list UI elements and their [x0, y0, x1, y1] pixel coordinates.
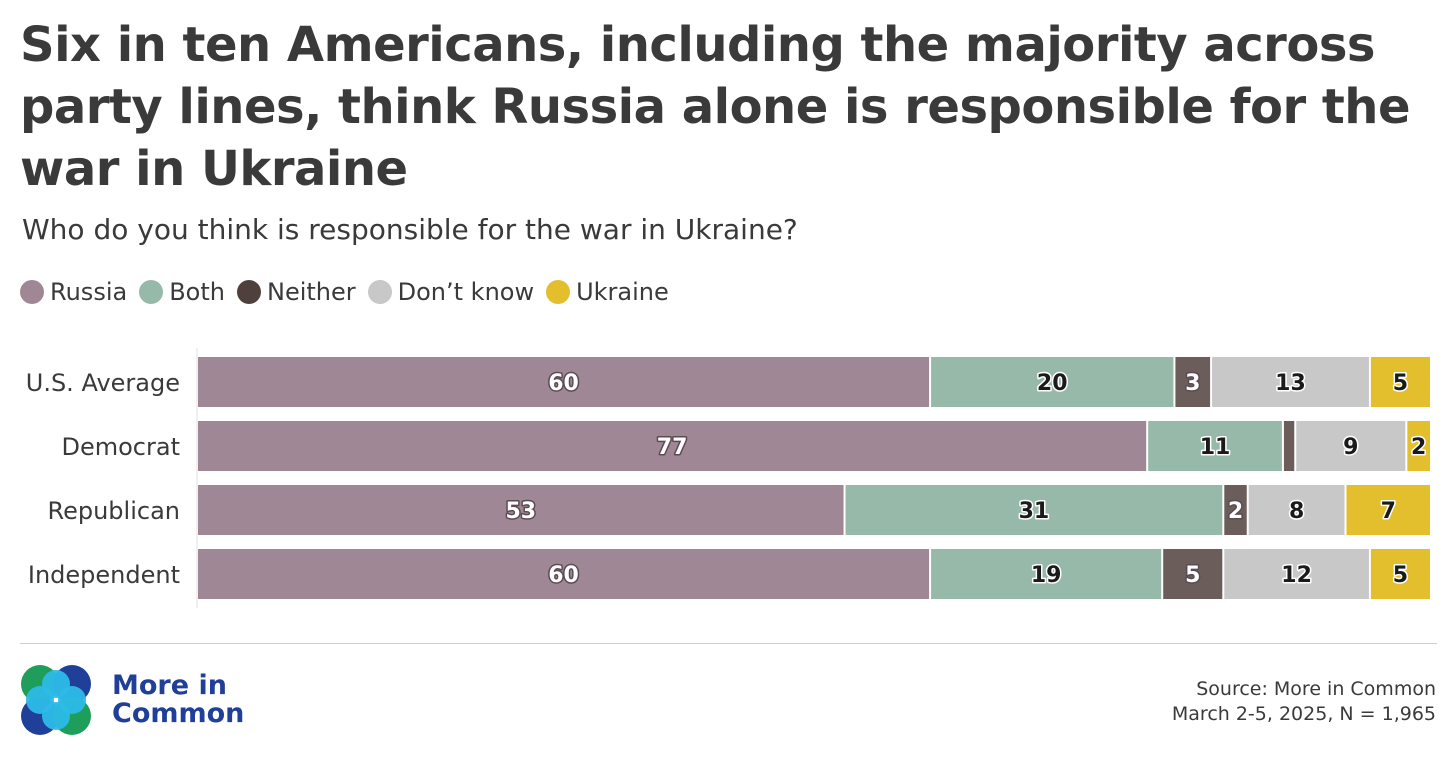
data-label-don-t-know-independent: 12 [1281, 563, 1312, 588]
data-label-russia-republican: 53 [505, 499, 536, 524]
data-label-neither-independent: 5 [1185, 563, 1200, 588]
data-label-don-t-know-republican: 8 [1289, 499, 1304, 524]
legend-swatch-both [139, 280, 164, 304]
bar-neither-u-s-average [1175, 357, 1211, 407]
bar-don-t-know-republican [1248, 485, 1345, 535]
bar-neither-independent [1163, 549, 1223, 599]
data-label-ukraine-republican: 7 [1381, 499, 1396, 524]
category-label-republican: Republican [48, 497, 181, 525]
bar-ukraine-republican [1346, 485, 1430, 535]
bar-both-independent [931, 549, 1162, 599]
category-label-democrat: Democrat [62, 433, 181, 461]
legend-item-both: Both [139, 278, 225, 306]
bar-ukraine-independent [1370, 549, 1430, 599]
legend-label-both: Both [169, 278, 225, 306]
data-label-russia-u-s-average: 60 [548, 371, 579, 396]
source-line-1: Source: More in Common [1196, 678, 1436, 700]
legend-label-ukraine: Ukraine [576, 278, 669, 306]
data-label-both-republican: 31 [1019, 499, 1050, 524]
bar-russia-democrat [198, 421, 1147, 471]
legend-label-russia: Russia [50, 278, 128, 306]
logo-line-2: Common [112, 698, 245, 729]
legend-item-russia: Russia [20, 278, 127, 306]
bar-both-republican [845, 485, 1223, 535]
bar-neither-republican [1224, 485, 1247, 535]
data-label-ukraine-u-s-average: 5 [1393, 371, 1408, 396]
legend-item-dont-know: Don’t know [367, 278, 535, 306]
footer-divider [20, 643, 1437, 644]
bar-russia-u-s-average [198, 357, 930, 407]
data-label-russia-democrat: 77 [657, 435, 688, 460]
bar-both-u-s-average [931, 357, 1174, 407]
data-label-both-independent: 19 [1031, 563, 1062, 588]
bar-russia-republican [198, 485, 844, 535]
bar-neither-democrat [1283, 421, 1295, 471]
bar-russia-independent [198, 549, 930, 599]
data-label-neither-u-s-average: 3 [1185, 371, 1200, 396]
bar-both-democrat [1148, 421, 1282, 471]
category-label-u-s-average: U.S. Average [26, 369, 180, 397]
legend-swatch-neither [236, 280, 261, 304]
legend-label-neither: Neither [266, 278, 356, 306]
bar-don-t-know-u-s-average [1212, 357, 1369, 407]
legend-item-neither: Neither [236, 278, 356, 306]
source-note: Source: More in Common March 2-5, 2025, … [1172, 677, 1436, 727]
legend-swatch-dont-know [367, 280, 392, 304]
chart-title: Six in ten Americans, including the majo… [20, 17, 1411, 197]
source-line-2: March 2-5, 2025, N = 1,965 [1171, 703, 1436, 725]
legend-swatch-russia [20, 280, 44, 304]
data-label-neither-republican: 2 [1228, 499, 1243, 524]
more-in-common-logo: More in Common [20, 664, 244, 736]
data-label-russia-independent: 60 [548, 563, 579, 588]
category-label-independent: Independent [28, 561, 180, 589]
logo-line-1: More in [112, 670, 227, 701]
legend-swatch-ukraine [546, 280, 571, 304]
data-label-both-u-s-average: 20 [1037, 371, 1068, 396]
data-label-don-t-know-u-s-average: 13 [1275, 371, 1306, 396]
data-label-ukraine-independent: 5 [1393, 563, 1408, 588]
data-label-both-democrat: 11 [1200, 435, 1231, 460]
chart-subtitle: Who do you think is responsible for the … [22, 213, 798, 246]
data-label-ukraine-democrat: 2 [1411, 435, 1426, 460]
legend: Russia Both Neither Don’t know Ukraine [20, 278, 681, 306]
bar-ukraine-democrat [1407, 421, 1430, 471]
legend-label-dont-know: Don’t know [397, 278, 535, 306]
bar-don-t-know-democrat [1296, 421, 1406, 471]
bar-don-t-know-independent [1224, 549, 1369, 599]
logo-mark-icon [21, 665, 91, 735]
data-label-don-t-know-democrat: 9 [1343, 435, 1358, 460]
legend-item-ukraine: Ukraine [546, 278, 669, 306]
logo-wordmark: More in Common [112, 672, 244, 728]
bar-ukraine-u-s-average [1370, 357, 1430, 407]
